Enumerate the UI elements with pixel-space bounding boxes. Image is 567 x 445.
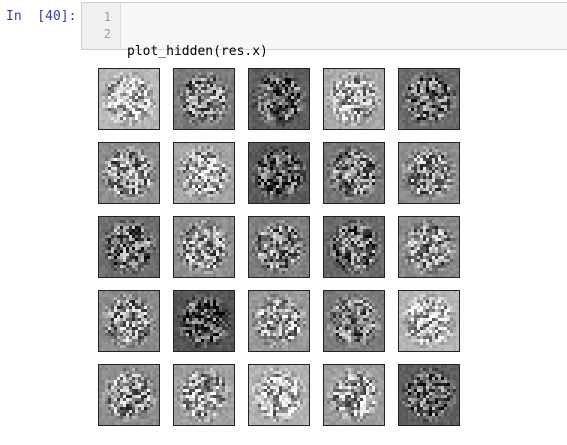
line-number-gutter: 1 2 <box>82 3 121 49</box>
hidden-unit-tile <box>173 216 235 278</box>
code-cell-input[interactable]: 1 2 plot_hidden(res.x) <box>81 2 567 59</box>
hidden-unit-tile <box>173 142 235 204</box>
hidden-unit-tile <box>398 216 460 278</box>
code-line-1: plot_hidden(res.x) <box>127 44 268 59</box>
code-editor[interactable]: plot_hidden(res.x) <box>127 9 268 128</box>
hidden-unit-tile <box>98 290 160 352</box>
hidden-unit-tile <box>323 364 385 426</box>
hidden-unit-tile <box>323 142 385 204</box>
hidden-unit-tile <box>323 68 385 130</box>
hidden-unit-tile <box>173 364 235 426</box>
hidden-unit-tile <box>398 142 460 204</box>
hidden-unit-tile <box>98 364 160 426</box>
hidden-unit-tile <box>398 290 460 352</box>
hidden-unit-tile <box>248 290 310 352</box>
hidden-unit-tile <box>248 364 310 426</box>
hidden-unit-tile <box>173 68 235 130</box>
hidden-unit-tile <box>98 142 160 204</box>
hidden-unit-image-grid <box>98 68 470 426</box>
hidden-unit-tile <box>323 216 385 278</box>
cell-output <box>98 68 470 434</box>
hidden-unit-tile <box>248 68 310 130</box>
input-prompt: In [40]: <box>6 9 77 24</box>
hidden-unit-tile <box>98 216 160 278</box>
hidden-unit-tile <box>398 68 460 130</box>
line-number-1: 1 <box>103 10 111 24</box>
hidden-unit-tile <box>98 68 160 130</box>
hidden-unit-tile <box>248 216 310 278</box>
line-number-2: 2 <box>103 27 111 41</box>
hidden-unit-tile <box>248 142 310 204</box>
hidden-unit-tile <box>398 364 460 426</box>
hidden-unit-tile <box>173 290 235 352</box>
hidden-unit-tile <box>323 290 385 352</box>
